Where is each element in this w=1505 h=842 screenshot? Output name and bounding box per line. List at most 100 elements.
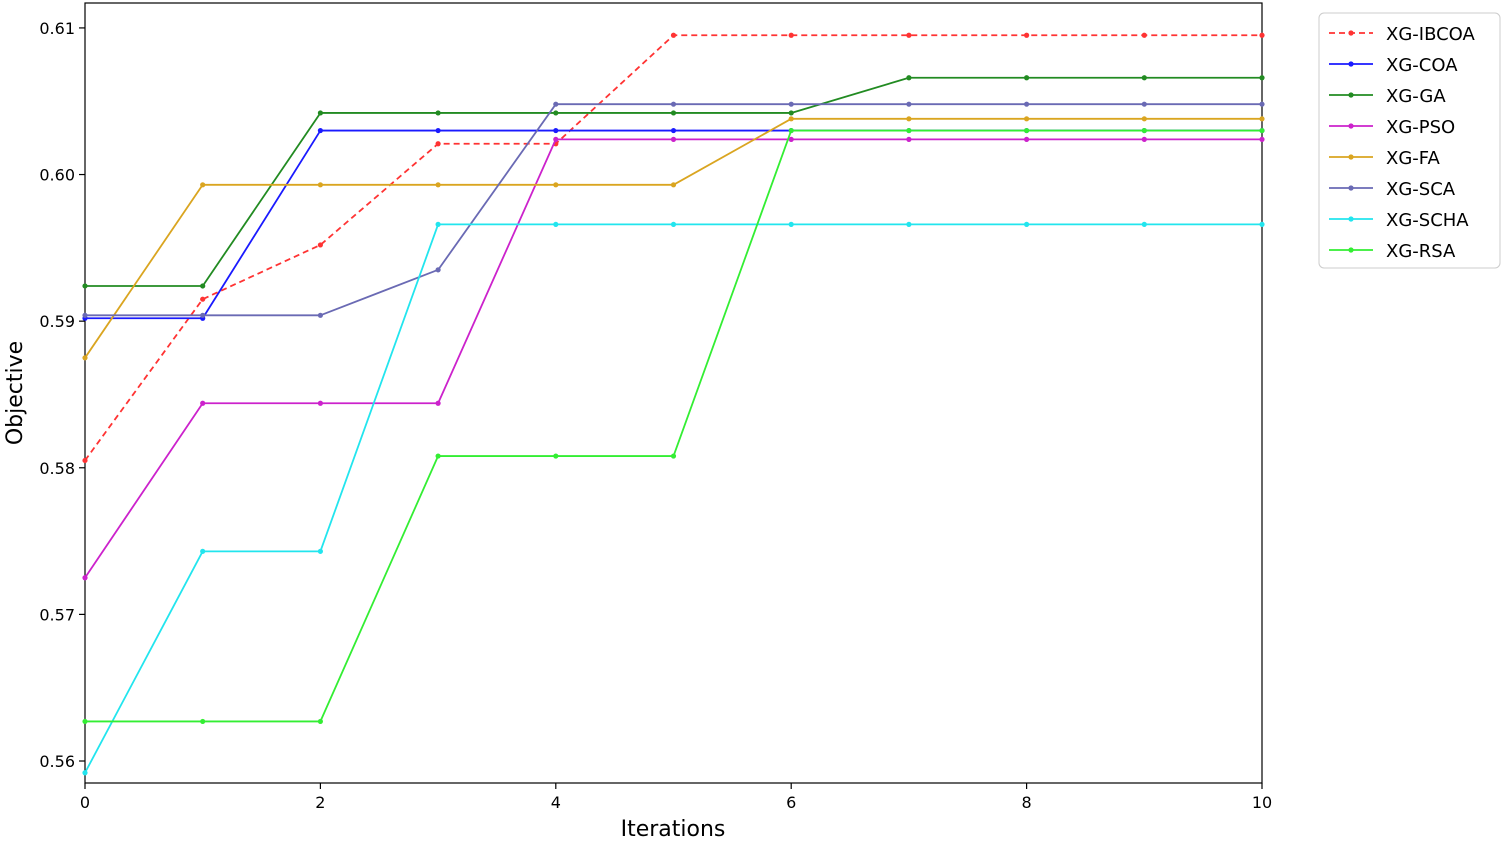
- data-point-xg-pso: [1024, 136, 1030, 142]
- data-point-xg-ga: [1141, 75, 1147, 81]
- data-point-xg-fa: [435, 182, 441, 188]
- legend-marker: [1348, 154, 1354, 160]
- x-tick-label: 2: [315, 793, 325, 812]
- data-point-xg-scha: [317, 548, 323, 554]
- legend-label: XG-COA: [1386, 55, 1458, 76]
- legend-label: XG-RSA: [1386, 241, 1456, 262]
- data-point-xg-pso: [670, 136, 677, 142]
- legend-entry-xg-ibcoa: XG-IBCOA: [1329, 24, 1476, 45]
- data-point-xg-ga: [670, 110, 677, 116]
- series-xg-pso: [82, 136, 1265, 581]
- series-xg-rsa: [82, 127, 1265, 725]
- legend-label: XG-GA: [1386, 86, 1446, 107]
- data-point-xg-scha: [1259, 221, 1265, 227]
- legend-entry-xg-scha: XG-SCHA: [1329, 210, 1469, 231]
- series-xg-ga: [82, 75, 1265, 289]
- data-point-xg-pso: [553, 136, 559, 142]
- data-point-xg-fa: [200, 182, 206, 188]
- data-point-xg-scha: [553, 221, 559, 227]
- data-point-xg-rsa: [82, 718, 88, 725]
- data-point-xg-ga: [317, 110, 323, 116]
- y-tick-label: 0.57: [39, 605, 75, 624]
- x-tick-label: 0: [80, 793, 90, 812]
- legend-label: XG-FA: [1386, 148, 1440, 169]
- data-point-xg-pso: [906, 136, 912, 142]
- y-axis-label: Objective: [3, 341, 28, 445]
- y-tick-label: 0.56: [39, 752, 75, 771]
- data-point-xg-fa: [1141, 116, 1147, 122]
- data-point-xg-rsa: [553, 453, 559, 459]
- data-point-xg-rsa: [1024, 127, 1030, 134]
- data-point-xg-ga: [1259, 75, 1265, 81]
- y-tick-label: 0.58: [39, 459, 75, 478]
- data-point-xg-sca: [670, 101, 677, 107]
- data-point-xg-pso: [82, 575, 88, 581]
- legend-entry-xg-coa: XG-COA: [1329, 55, 1458, 76]
- data-point-xg-ibcoa: [200, 296, 206, 302]
- series-xg-scha: [82, 221, 1265, 776]
- data-point-xg-pso: [1259, 136, 1265, 142]
- legend-box: [1318, 12, 1501, 269]
- data-point-xg-sca: [788, 101, 794, 107]
- data-point-xg-ga: [906, 75, 912, 81]
- y-tick-label: 0.59: [39, 312, 75, 331]
- legend-label: XG-SCHA: [1386, 210, 1469, 231]
- data-point-xg-ibcoa: [82, 457, 88, 464]
- x-axis-label: Iterations: [621, 817, 726, 842]
- data-point-xg-pso: [435, 400, 441, 406]
- data-point-xg-sca: [435, 267, 441, 273]
- data-point-xg-ga: [1024, 75, 1030, 81]
- data-point-xg-sca: [317, 312, 323, 318]
- data-point-xg-scha: [435, 221, 441, 227]
- legend-entry-xg-sca: XG-SCA: [1329, 179, 1456, 200]
- data-point-xg-scha: [1141, 221, 1147, 227]
- data-point-xg-sca: [1259, 101, 1265, 107]
- data-point-xg-fa: [553, 182, 559, 188]
- data-point-xg-fa: [906, 116, 912, 122]
- x-tick-label: 4: [551, 793, 561, 812]
- data-point-xg-coa: [317, 127, 323, 134]
- data-point-xg-sca: [553, 101, 559, 107]
- data-point-xg-fa: [670, 182, 677, 188]
- data-point-xg-rsa: [1259, 127, 1265, 134]
- legend-entry-xg-rsa: XG-RSA: [1329, 241, 1456, 262]
- data-point-xg-fa: [788, 116, 794, 122]
- data-point-xg-scha: [82, 770, 88, 776]
- data-point-xg-ibcoa: [317, 242, 323, 248]
- data-point-xg-rsa: [317, 718, 323, 725]
- series-xg-sca: [82, 101, 1265, 318]
- data-point-xg-scha: [788, 221, 794, 227]
- data-point-xg-sca: [200, 312, 206, 318]
- data-point-xg-ibcoa: [1024, 32, 1030, 38]
- data-point-xg-fa: [1259, 116, 1265, 122]
- data-point-xg-scha: [1024, 221, 1030, 227]
- data-point-xg-scha: [670, 221, 677, 227]
- data-point-xg-ibcoa: [1259, 32, 1265, 38]
- data-point-xg-rsa: [1141, 127, 1147, 134]
- data-point-xg-ibcoa: [435, 141, 441, 147]
- data-point-xg-ga: [82, 283, 88, 289]
- y-tick-label: 0.60: [39, 166, 75, 185]
- data-point-xg-ibcoa: [788, 32, 794, 38]
- data-point-xg-sca: [906, 101, 912, 107]
- data-point-xg-ga: [553, 110, 559, 116]
- data-point-xg-coa: [670, 127, 677, 134]
- data-point-xg-rsa: [200, 718, 206, 725]
- series-lines: [82, 32, 1265, 776]
- legend-marker: [1348, 30, 1354, 36]
- data-point-xg-pso: [317, 400, 323, 406]
- data-point-xg-coa: [553, 127, 559, 134]
- series-xg-fa: [82, 116, 1265, 361]
- data-point-xg-ibcoa: [670, 32, 677, 38]
- data-point-xg-fa: [1024, 116, 1030, 122]
- data-point-xg-pso: [200, 400, 206, 406]
- data-point-xg-ga: [435, 110, 441, 116]
- data-point-xg-sca: [1141, 101, 1147, 107]
- data-point-xg-rsa: [670, 453, 677, 459]
- legend-marker: [1348, 123, 1354, 129]
- legend-label: XG-PSO: [1386, 117, 1455, 138]
- legend-label: XG-SCA: [1386, 179, 1456, 200]
- legend-entry-xg-ga: XG-GA: [1329, 86, 1446, 107]
- data-point-xg-scha: [906, 221, 912, 227]
